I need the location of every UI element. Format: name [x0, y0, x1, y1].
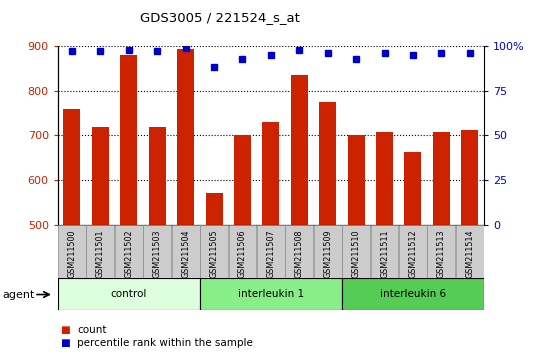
Text: GSM211513: GSM211513 [437, 229, 446, 278]
Bar [342, 278, 484, 310]
Bar [58, 278, 200, 310]
Bar [257, 225, 285, 278]
Bar [285, 225, 313, 278]
Text: GSM211506: GSM211506 [238, 229, 247, 278]
Text: GSM211505: GSM211505 [210, 229, 218, 278]
Text: GSM211508: GSM211508 [295, 229, 304, 278]
Text: GSM211500: GSM211500 [68, 229, 76, 278]
Bar [427, 225, 455, 278]
Text: count: count [77, 325, 107, 335]
Bar [342, 225, 370, 278]
Bar [86, 225, 114, 278]
Text: interleukin 6: interleukin 6 [380, 289, 446, 299]
Bar [461, 130, 478, 225]
Bar [206, 193, 223, 225]
Text: ■: ■ [60, 325, 70, 335]
Bar [456, 225, 483, 278]
Bar [144, 225, 171, 278]
Bar [115, 225, 142, 278]
Bar [148, 127, 166, 225]
Bar [291, 75, 308, 225]
Text: interleukin 1: interleukin 1 [238, 289, 304, 299]
Text: GSM211501: GSM211501 [96, 229, 105, 278]
Bar [319, 102, 336, 225]
Text: ■: ■ [60, 338, 70, 348]
Text: percentile rank within the sample: percentile rank within the sample [77, 338, 253, 348]
Bar [177, 49, 194, 225]
Bar [58, 225, 86, 278]
Bar [348, 135, 365, 225]
Bar [262, 122, 279, 225]
Text: GSM211510: GSM211510 [351, 229, 361, 278]
Bar [234, 135, 251, 225]
Text: GSM211507: GSM211507 [266, 229, 276, 278]
Bar [314, 225, 342, 278]
Text: GDS3005 / 221524_s_at: GDS3005 / 221524_s_at [140, 11, 300, 24]
Bar [200, 278, 342, 310]
Bar [229, 225, 256, 278]
Text: GSM211503: GSM211503 [153, 229, 162, 278]
Bar [92, 127, 109, 225]
Bar [172, 225, 200, 278]
Text: GSM211502: GSM211502 [124, 229, 133, 278]
Bar [399, 225, 427, 278]
Bar [371, 225, 398, 278]
Bar [120, 55, 138, 225]
Bar [404, 152, 421, 225]
Bar [433, 132, 450, 225]
Text: GSM211514: GSM211514 [465, 229, 474, 278]
Bar [63, 109, 80, 225]
Text: GSM211511: GSM211511 [380, 229, 389, 278]
Bar [376, 132, 393, 225]
Text: control: control [111, 289, 147, 299]
Text: GSM211512: GSM211512 [409, 229, 417, 278]
Text: GSM211509: GSM211509 [323, 229, 332, 278]
Bar [200, 225, 228, 278]
Text: agent: agent [3, 290, 35, 299]
Text: GSM211504: GSM211504 [181, 229, 190, 278]
